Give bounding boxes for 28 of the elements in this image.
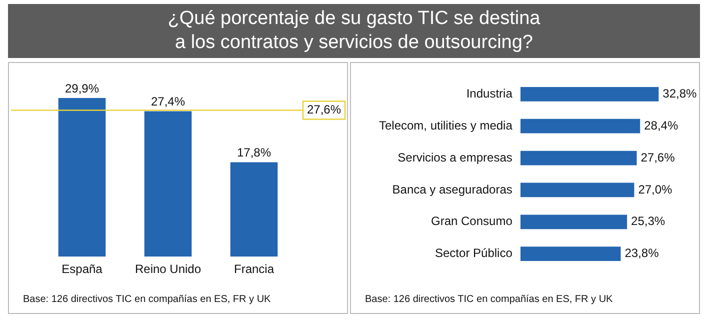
y-tick-label: Industria — [466, 86, 513, 100]
x-tick-label: Reino Unido — [134, 262, 202, 276]
data-label: 27,0% — [638, 182, 673, 196]
data-label: 25,3% — [631, 214, 666, 228]
data-label: 32,8% — [662, 86, 698, 100]
data-label: 29,9% — [64, 81, 100, 96]
ref-line-label: 27,6% — [307, 102, 342, 117]
data-label: 17,8% — [236, 146, 272, 160]
text: Base: 126 directivos TIC en compañías en ES, FR y UK — [365, 294, 613, 305]
data-label: 28,4% — [644, 118, 678, 132]
bar — [520, 214, 628, 230]
y-tick-label: Telecom, utilities y media — [378, 118, 513, 132]
text: Base: 126 directivos TIC en compañías en ES, FR y UK — [23, 294, 271, 305]
y-tick-label: Gran Consumo — [431, 214, 513, 228]
x-tick-label: Francia — [234, 262, 274, 276]
bar — [520, 86, 659, 102]
text: ¿Qué porcentaje de su gasto TIC se destina a los contratos y servicios de outsourcing? — [8, 4, 700, 58]
bar — [520, 246, 621, 262]
bar — [520, 150, 637, 166]
bar — [520, 118, 640, 134]
bar — [520, 182, 634, 198]
y-tick-label: Sector Público — [435, 246, 513, 260]
y-tick-label: Banca y aseguradoras — [392, 182, 512, 196]
data-label: 27,4% — [150, 94, 186, 109]
data-label: 23,8% — [624, 246, 660, 260]
y-tick-label: Servicios a empresas — [398, 150, 512, 164]
x-tick-label: España — [62, 262, 103, 276]
data-label: 27,6% — [640, 150, 676, 164]
